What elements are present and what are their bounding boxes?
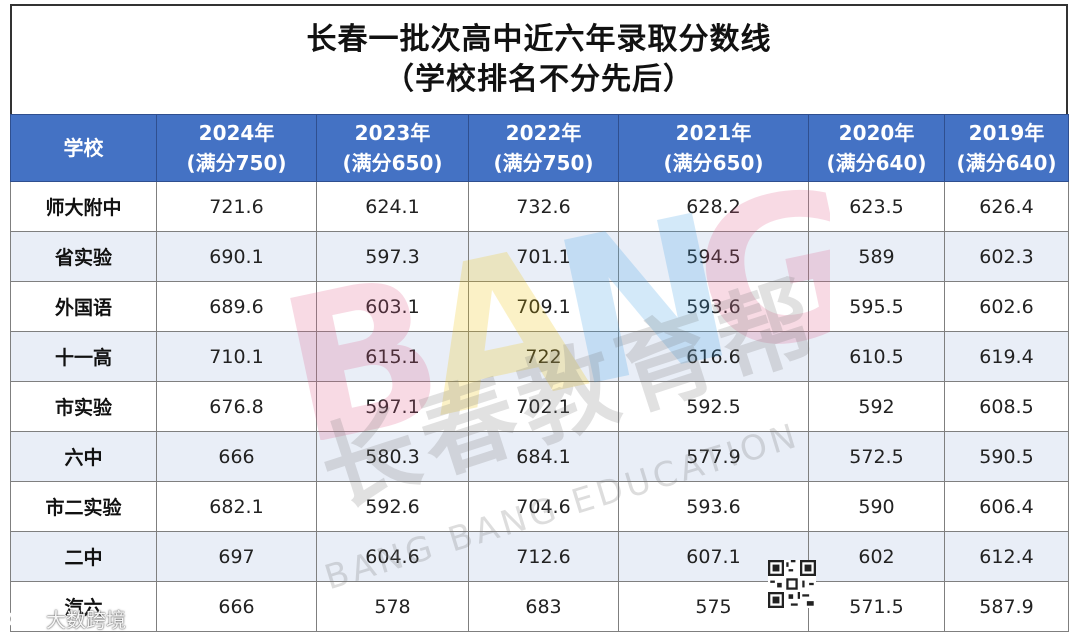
- header-year: 2019年 (满分640): [944, 114, 1069, 182]
- school-name-cell: 二中: [10, 531, 157, 582]
- score-cell: 590: [808, 481, 945, 532]
- score-cell: 587.9: [944, 581, 1069, 632]
- score-cell: 683: [468, 581, 619, 632]
- score-cell: 732.6: [468, 181, 619, 232]
- score-cell: 608.5: [944, 381, 1069, 432]
- table-row: 汽六 666 578 683 575 571.5 587.9: [10, 581, 1069, 632]
- score-cell: 628.2: [618, 181, 809, 232]
- title-box: 长春一批次高中近六年录取分数线 （学校排名不分先后）: [10, 4, 1068, 114]
- score-cell: 615.1: [316, 331, 469, 382]
- score-cell: 666: [156, 431, 317, 482]
- score-cell: 626.4: [944, 181, 1069, 232]
- page-title: 长春一批次高中近六年录取分数线: [306, 22, 772, 57]
- score-cell: 684.1: [468, 431, 619, 482]
- header-year: 2020年 (满分640): [808, 114, 945, 182]
- qr-code-icon: [768, 560, 816, 608]
- score-cell: 689.6: [156, 281, 317, 332]
- school-name-cell: 外国语: [10, 281, 157, 332]
- header-year: 2024年 (满分750): [156, 114, 317, 182]
- logo-mark-icon: [7, 610, 41, 627]
- score-cell: 603.1: [316, 281, 469, 332]
- score-cell: 619.4: [944, 331, 1069, 382]
- score-cell: 606.4: [944, 481, 1069, 532]
- score-cell: 597.1: [316, 381, 469, 432]
- corner-watermark-logo: 大数跨境: [6, 604, 126, 633]
- score-cell: 602.3: [944, 231, 1069, 282]
- table-row: 市二实验 682.1 592.6 704.6 593.6 590 606.4: [10, 481, 1069, 532]
- score-cell: 593.6: [618, 481, 809, 532]
- header-school: 学校: [10, 114, 157, 182]
- score-cell: 593.6: [618, 281, 809, 332]
- score-cell: 612.4: [944, 531, 1069, 582]
- table-row: 六中 666 580.3 684.1 577.9 572.5 590.5: [10, 431, 1069, 482]
- school-name-cell: 省实验: [10, 231, 157, 282]
- score-cell: 595.5: [808, 281, 945, 332]
- page-subtitle: （学校排名不分先后）: [384, 62, 694, 97]
- score-cell: 578: [316, 581, 469, 632]
- score-cell: 571.5: [808, 581, 945, 632]
- score-cell: 594.5: [618, 231, 809, 282]
- score-cell: 602: [808, 531, 945, 582]
- score-cell: 721.6: [156, 181, 317, 232]
- header-year: 2023年 (满分650): [316, 114, 469, 182]
- score-cell: 607.1: [618, 531, 809, 582]
- table-row: 二中 697 604.6 712.6 607.1 602 612.4: [10, 531, 1069, 582]
- score-cell: 580.3: [316, 431, 469, 482]
- header-year: 2021年 (满分650): [618, 114, 809, 182]
- score-cell: 682.1: [156, 481, 317, 532]
- score-cell: 666: [156, 581, 317, 632]
- score-cell: 709.1: [468, 281, 619, 332]
- table-row: 十一高 710.1 615.1 722 616.6 610.5 619.4: [10, 331, 1069, 382]
- score-cell: 676.8: [156, 381, 317, 432]
- table-row: 师大附中 721.6 624.1 732.6 628.2 623.5 626.4: [10, 181, 1069, 232]
- score-table: 学校 2024年 (满分750) 2023年 (满分650) 2022年 (满分750…: [10, 114, 1069, 632]
- corner-logo-text: 大数跨境: [46, 608, 126, 632]
- score-cell: 592.5: [618, 381, 809, 432]
- score-cell: 577.9: [618, 431, 809, 482]
- score-cell: 697: [156, 531, 317, 582]
- score-cell: 592: [808, 381, 945, 432]
- score-cell: 572.5: [808, 431, 945, 482]
- score-cell: 701.1: [468, 231, 619, 282]
- score-cell: 702.1: [468, 381, 619, 432]
- table-row: 市实验 676.8 597.1 702.1 592.5 592 608.5: [10, 381, 1069, 432]
- school-name-cell: 师大附中: [10, 181, 157, 232]
- table-header-row: 学校 2024年 (满分750) 2023年 (满分650) 2022年 (满分750…: [10, 114, 1069, 182]
- school-name-cell: 六中: [10, 431, 157, 482]
- school-name-cell: 市二实验: [10, 481, 157, 532]
- score-cell: 624.1: [316, 181, 469, 232]
- score-cell: 712.6: [468, 531, 619, 582]
- score-cell: 597.3: [316, 231, 469, 282]
- score-cell: 592.6: [316, 481, 469, 532]
- table-row: 外国语 689.6 603.1 709.1 593.6 595.5 602.6: [10, 281, 1069, 332]
- school-name-cell: 十一高: [10, 331, 157, 382]
- score-cell: 623.5: [808, 181, 945, 232]
- score-cell: 602.6: [944, 281, 1069, 332]
- score-cell: 690.1: [156, 231, 317, 282]
- score-cell: 710.1: [156, 331, 317, 382]
- score-cell: 604.6: [316, 531, 469, 582]
- score-cell: 610.5: [808, 331, 945, 382]
- score-cell: 704.6: [468, 481, 619, 532]
- table-row: 省实验 690.1 597.3 701.1 594.5 589 602.3: [10, 231, 1069, 282]
- score-cell: 616.6: [618, 331, 809, 382]
- school-name-cell: 市实验: [10, 381, 157, 432]
- score-cell: 722: [468, 331, 619, 382]
- header-year: 2022年 (满分750): [468, 114, 619, 182]
- score-cell: 590.5: [944, 431, 1069, 482]
- score-cell: 589: [808, 231, 945, 282]
